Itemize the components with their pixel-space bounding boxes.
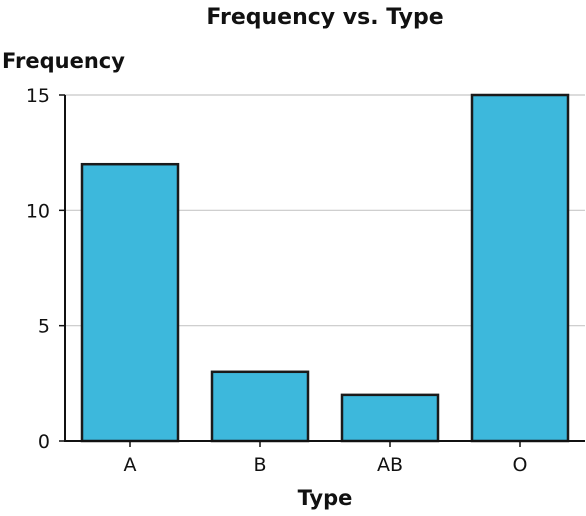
bar-b bbox=[210, 370, 310, 443]
y-tick-label: 15 bbox=[26, 85, 50, 107]
bar-ab bbox=[340, 393, 440, 443]
y-tick-label: 5 bbox=[38, 316, 50, 338]
x-tick-label-a: A bbox=[124, 454, 137, 476]
x-tick-label-o: O bbox=[513, 454, 528, 476]
y-tick-label: 0 bbox=[38, 431, 50, 453]
bar-o bbox=[470, 93, 570, 443]
y-tick-label: 10 bbox=[26, 200, 50, 222]
bar-a bbox=[80, 162, 180, 443]
x-axis-label: Type bbox=[298, 486, 353, 510]
x-tick-label-b: B bbox=[253, 454, 266, 476]
x-tick-label-ab: AB bbox=[377, 454, 403, 476]
chart-title: Frequency vs. Type bbox=[206, 5, 443, 30]
y-axis-label: Frequency bbox=[2, 49, 125, 73]
y-tick-labels: 0 5 10 15 bbox=[26, 85, 65, 453]
x-tick-labels: A B AB O bbox=[124, 441, 528, 476]
bars bbox=[80, 93, 570, 443]
